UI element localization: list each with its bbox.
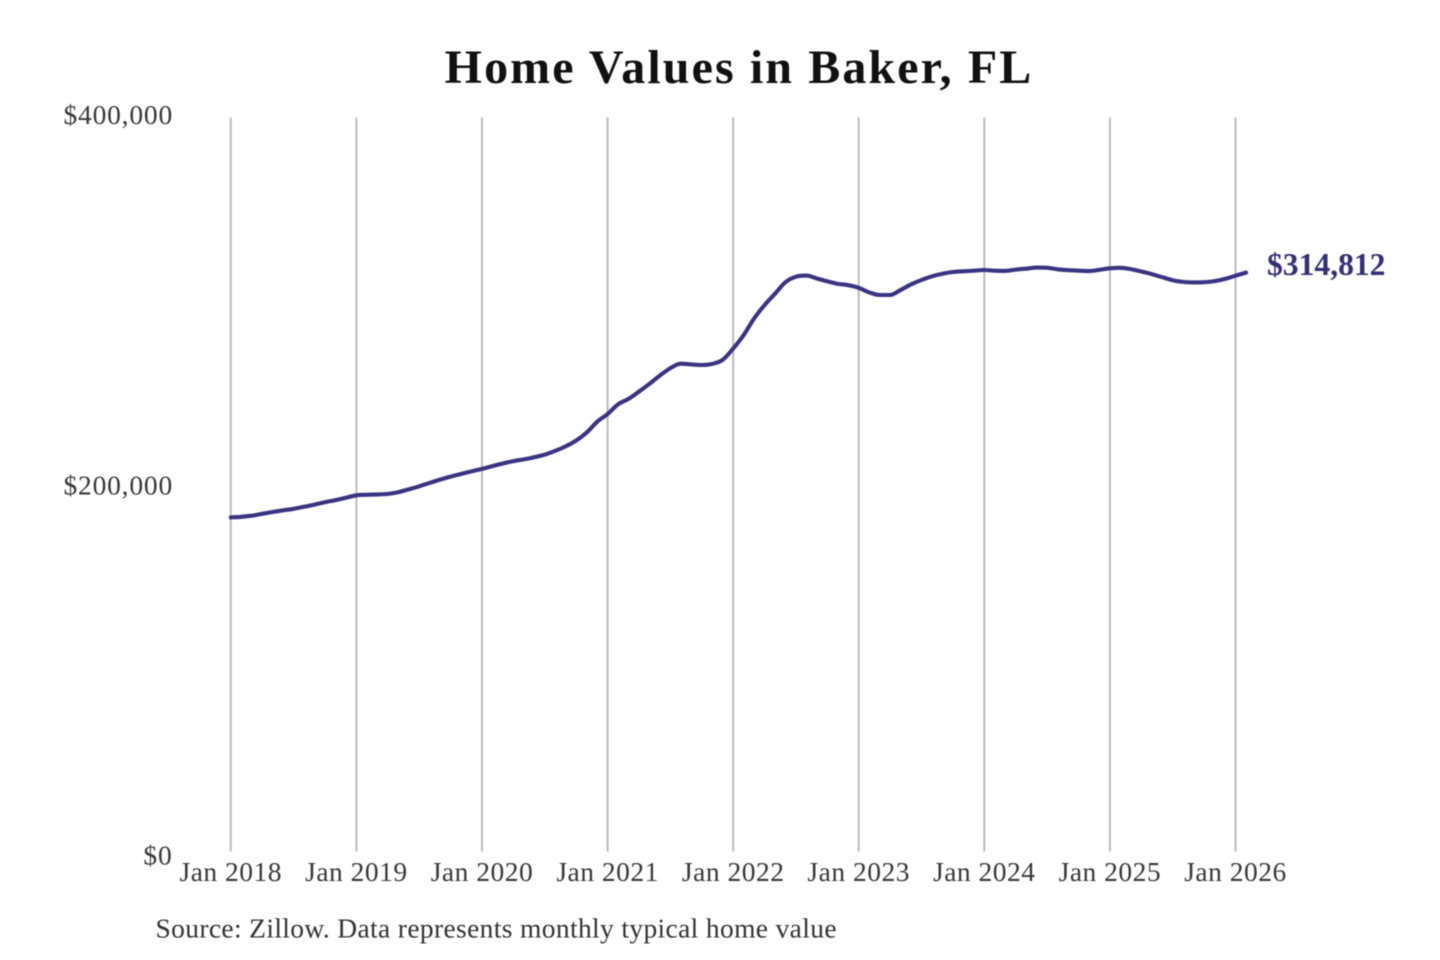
svg-text:Source: Zillow. Data represent: Source: Zillow. Data represents monthly … xyxy=(156,913,837,944)
svg-text:Jan 2018: Jan 2018 xyxy=(180,856,283,887)
svg-text:$400,000: $400,000 xyxy=(63,99,173,130)
svg-text:$314,812: $314,812 xyxy=(1267,247,1385,282)
svg-text:Jan 2021: Jan 2021 xyxy=(556,856,659,887)
svg-text:Jan 2022: Jan 2022 xyxy=(682,856,785,887)
svg-text:$0: $0 xyxy=(143,840,172,871)
svg-text:Jan 2020: Jan 2020 xyxy=(431,856,534,887)
svg-text:Jan 2025: Jan 2025 xyxy=(1059,856,1162,887)
svg-text:Home Values in Baker, FL: Home Values in Baker, FL xyxy=(445,41,1034,94)
svg-text:Jan 2023: Jan 2023 xyxy=(807,856,910,887)
svg-text:Jan 2019: Jan 2019 xyxy=(305,856,408,887)
svg-text:$200,000: $200,000 xyxy=(63,469,173,500)
svg-text:Jan 2026: Jan 2026 xyxy=(1184,856,1287,887)
svg-text:Jan 2024: Jan 2024 xyxy=(933,856,1036,887)
